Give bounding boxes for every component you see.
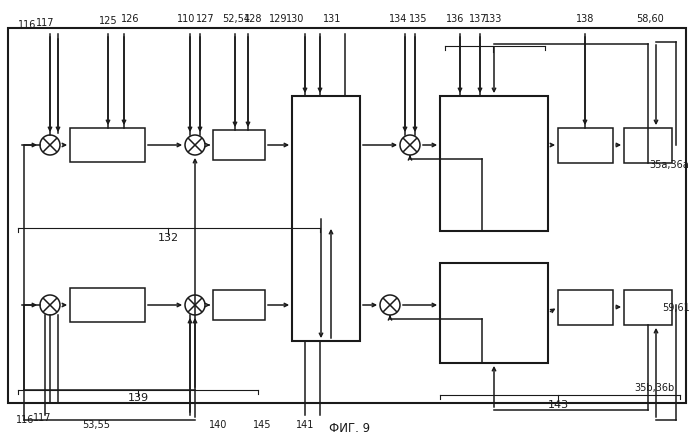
- Text: 130: 130: [286, 14, 304, 24]
- Bar: [576, 58, 676, 230]
- Text: 126: 126: [121, 14, 139, 24]
- Text: 132: 132: [157, 233, 178, 243]
- Text: 143: 143: [547, 400, 568, 410]
- Text: 117: 117: [33, 413, 51, 423]
- Bar: [70, 128, 145, 162]
- Circle shape: [185, 135, 205, 155]
- Text: 117: 117: [36, 18, 55, 28]
- Text: 133: 133: [484, 14, 502, 24]
- Circle shape: [185, 295, 205, 315]
- Bar: [12, 50, 684, 238]
- Text: 58,60: 58,60: [636, 14, 664, 24]
- Bar: [576, 244, 676, 392]
- Bar: [70, 288, 145, 322]
- Circle shape: [380, 295, 400, 315]
- Bar: [624, 128, 672, 163]
- Text: ФИГ. 9: ФИГ. 9: [329, 421, 370, 434]
- Bar: [213, 290, 265, 320]
- Circle shape: [40, 135, 60, 155]
- Text: 116: 116: [16, 415, 34, 425]
- Circle shape: [400, 135, 420, 155]
- Text: 129: 129: [268, 14, 287, 24]
- Bar: [12, 238, 684, 398]
- Text: 128: 128: [244, 14, 262, 24]
- Text: 53,55: 53,55: [82, 420, 110, 430]
- Bar: [16, 240, 264, 393]
- Text: 127: 127: [196, 14, 215, 24]
- Text: 59,61: 59,61: [662, 303, 690, 313]
- Bar: [558, 128, 613, 163]
- Text: 137: 137: [469, 14, 487, 24]
- Text: 135: 135: [409, 14, 427, 24]
- Bar: [558, 290, 613, 325]
- Bar: [8, 28, 686, 403]
- Text: 116: 116: [17, 20, 36, 30]
- Text: 125: 125: [99, 16, 117, 26]
- Text: 136: 136: [446, 14, 464, 24]
- Text: 134: 134: [389, 14, 408, 24]
- Circle shape: [40, 295, 60, 315]
- Bar: [292, 96, 360, 341]
- Text: 52,54: 52,54: [222, 14, 250, 24]
- Bar: [624, 290, 672, 325]
- Bar: [16, 55, 321, 233]
- Bar: [440, 96, 548, 231]
- Bar: [440, 263, 548, 363]
- Text: 138: 138: [576, 14, 594, 24]
- Text: 131: 131: [323, 14, 341, 24]
- Text: 145: 145: [253, 420, 271, 430]
- Text: 35a,36a: 35a,36a: [649, 160, 689, 170]
- Text: 139: 139: [127, 393, 149, 403]
- Text: 140: 140: [209, 420, 227, 430]
- Text: 35b,36b: 35b,36b: [635, 383, 675, 393]
- Bar: [213, 130, 265, 160]
- Text: 110: 110: [177, 14, 195, 24]
- Text: 141: 141: [296, 420, 314, 430]
